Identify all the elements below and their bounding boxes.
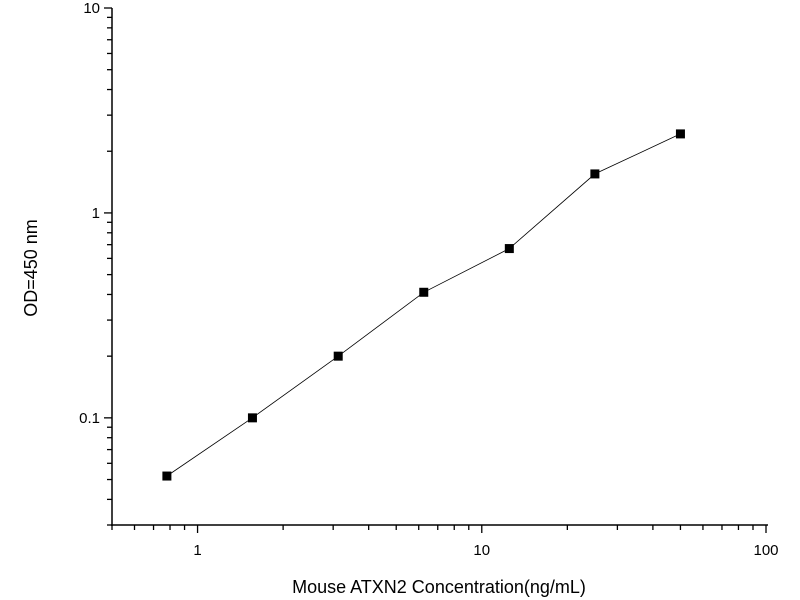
series [162,129,685,481]
ticks: 1 10 100 0.1 1 10 [79,0,778,559]
y-tick-label: 10 [83,0,100,17]
data-point [247,413,257,423]
series-line [166,133,681,477]
data-point [675,129,685,139]
y-tick-label: 1 [92,205,100,222]
y-tick-label: 0.1 [79,410,100,427]
y-axis-title: OD=450 nm [21,219,41,317]
x-tick-label: 100 [753,542,778,559]
data-point [419,287,429,297]
data-point [162,471,172,481]
data-point [590,169,600,179]
axes [111,8,768,526]
data-point [333,351,343,361]
data-point [504,244,514,254]
x-tick-label: 10 [473,542,490,559]
x-axis-title: Mouse ATXN2 Concentration(ng/mL) [292,577,586,597]
x-tick-label: 1 [193,542,201,559]
